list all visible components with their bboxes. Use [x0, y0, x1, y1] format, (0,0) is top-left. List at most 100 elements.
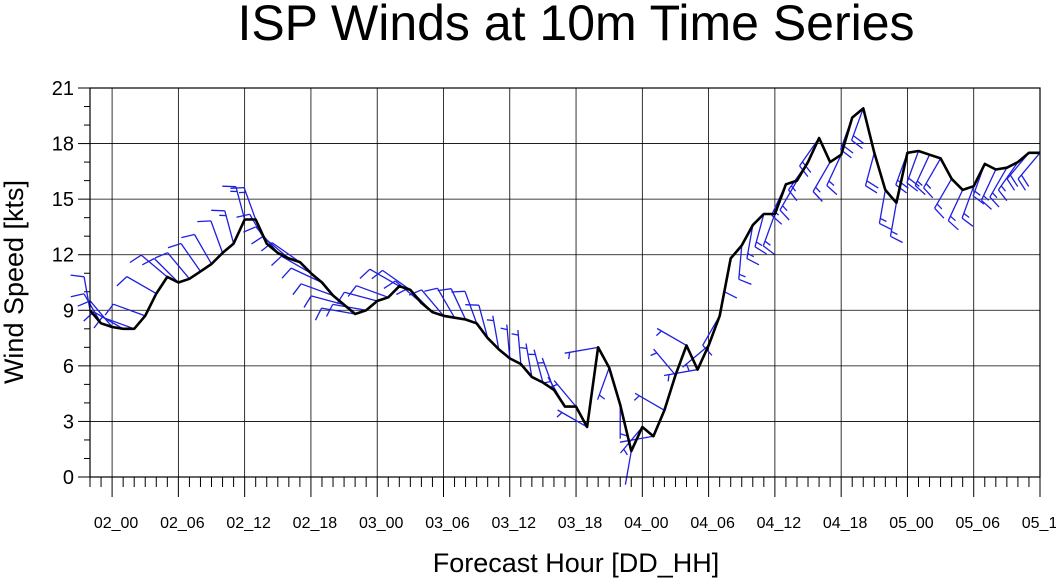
wind-barb-staff — [180, 243, 201, 272]
wind-barb-flag — [260, 242, 273, 252]
wind-barb-staff — [464, 291, 478, 324]
wind-barb-staff — [126, 276, 157, 295]
wind-barb-flag — [70, 293, 85, 298]
wind-barb-staff — [914, 154, 931, 186]
wind-barb-flag — [116, 276, 128, 287]
wind-barb-staff — [243, 187, 257, 220]
wind-barb-half-flag — [936, 203, 943, 210]
y-tick-label: 15 — [52, 189, 74, 211]
wind-barb — [281, 267, 323, 284]
x-tick-label: 04_18 — [823, 515, 868, 532]
wind-barb-staff — [989, 167, 1008, 198]
wind-barb-staff — [517, 330, 522, 365]
wind-barb — [738, 245, 752, 286]
wind-barb-staff — [906, 150, 920, 184]
wind-barb-half-flag — [598, 394, 606, 400]
x-tick-label: 03_06 — [425, 515, 470, 532]
wind-barb-flag — [1017, 178, 1027, 191]
wind-barb-flag — [1020, 174, 1030, 187]
y-tick-label: 21 — [52, 78, 74, 100]
wind-barb — [914, 154, 931, 196]
wind-barb-flag — [303, 295, 312, 308]
wind-barb-flag — [154, 252, 168, 259]
wind-barb-half-flag — [738, 273, 746, 278]
wind-barb-half-flag — [633, 395, 640, 401]
wind-barb-flag — [424, 287, 438, 292]
wind-barb-half-flag — [550, 383, 558, 388]
wind-barb-half-flag — [1000, 185, 1007, 192]
wind-barb-half-flag — [891, 230, 898, 236]
wind-barb-flag — [371, 269, 383, 280]
wind-barb-flag — [746, 258, 760, 266]
wind-barb-flag — [408, 289, 422, 296]
wind-barb-half-flag — [623, 448, 628, 456]
wind-barb-half-flag — [500, 327, 508, 331]
x-tick-labels: 02_00 02_06 02_12 02_18 03_00 03_06 03_12 03_18… — [94, 515, 1056, 532]
wind-barb-flag — [197, 220, 211, 223]
wind-barb-flag — [451, 290, 466, 293]
wind-barb — [437, 288, 467, 320]
wind-barb — [408, 289, 444, 317]
wind-barb-flag — [271, 255, 282, 266]
wind-barb — [826, 154, 842, 196]
wind-barb — [359, 268, 400, 287]
wind-barb-flag — [1009, 174, 1019, 187]
y-tick-label: 12 — [52, 245, 74, 267]
wind-barb — [889, 202, 903, 244]
wind-barb-half-flag — [650, 352, 658, 357]
wind-barb-flag — [724, 291, 738, 299]
wind-barb-flag — [972, 195, 985, 205]
wind-barb-flag — [865, 185, 878, 194]
wind-barb-half-flag — [486, 319, 494, 322]
wind-barb-flag — [251, 236, 264, 245]
wind-barb-staff — [450, 288, 467, 320]
wind-barb-half-flag — [511, 333, 519, 336]
wind-barb-half-flag — [815, 186, 821, 193]
wind-barb-staff — [321, 307, 356, 315]
wind-barb-staff — [262, 236, 290, 259]
wind-barb-flag — [211, 209, 225, 212]
wind-barb — [211, 209, 235, 244]
wind-barb-staff — [947, 189, 964, 221]
wind-barb-staff — [356, 285, 389, 298]
wind-barb-staff — [153, 258, 179, 283]
x-tick-label: 02_18 — [293, 515, 338, 532]
wind-barb — [961, 185, 975, 227]
wind-barb — [528, 349, 544, 383]
wind-barb-staff — [878, 189, 886, 224]
wind-barb — [556, 409, 588, 428]
x-tick-label: 03_00 — [359, 515, 404, 532]
wind-barb-staff — [596, 367, 610, 400]
x-tick-label: 05_12 — [1022, 515, 1056, 532]
wind-barb-flag — [852, 135, 865, 145]
wind-barb — [303, 295, 345, 308]
wind-barb-staff — [826, 154, 842, 186]
wind-barb-flag — [93, 316, 103, 329]
wind-barb-staff — [224, 210, 235, 244]
wind-barb-flag — [359, 268, 371, 279]
wind-barb — [77, 300, 113, 328]
wind-barb-staff — [311, 295, 345, 306]
wind-barb — [167, 242, 201, 272]
wind-barb — [93, 316, 135, 330]
wind-barb-flag — [914, 185, 926, 196]
wind-barb-staff — [923, 158, 942, 189]
wind-barb-half-flag — [925, 183, 932, 189]
wind-barb-half-flag — [655, 330, 662, 337]
wind-barb — [314, 307, 356, 321]
y-axis-label: Wind Speed [kts] — [0, 180, 29, 384]
wind-barb — [251, 236, 290, 259]
wind-barb-staff — [344, 291, 378, 302]
y-tick-labels: 0 3 6 9 12 15 18 21 — [52, 78, 74, 489]
x-tick-label: 02_12 — [226, 515, 271, 532]
wind-barb-flag — [897, 179, 909, 189]
wind-barb — [754, 213, 767, 255]
wind-barb-flag — [908, 177, 920, 187]
wind-barb — [878, 189, 892, 231]
wind-barb — [292, 283, 334, 297]
wind-barb-half-flag — [880, 217, 887, 223]
wind-barb-flag — [980, 199, 992, 210]
wind-barb-staff — [864, 152, 875, 186]
x-tick-label: 04_00 — [624, 515, 669, 532]
